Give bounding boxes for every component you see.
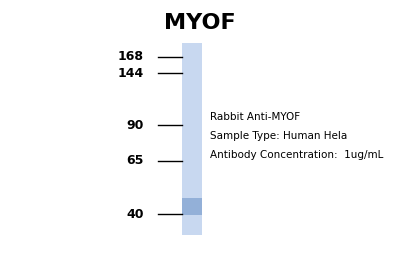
Text: 90: 90 (127, 119, 144, 132)
Bar (182, 198, 202, 215)
Text: Rabbit Anti-MYOF: Rabbit Anti-MYOF (210, 112, 300, 123)
Bar (182, 43, 202, 235)
Text: 40: 40 (126, 207, 144, 221)
Text: Sample Type: Human Hela: Sample Type: Human Hela (210, 131, 347, 141)
Text: 168: 168 (118, 50, 144, 63)
Text: 144: 144 (118, 67, 144, 80)
Text: Antibody Concentration:  1ug/mL: Antibody Concentration: 1ug/mL (210, 150, 383, 160)
Text: MYOF: MYOF (164, 13, 236, 33)
Text: 65: 65 (127, 154, 144, 167)
